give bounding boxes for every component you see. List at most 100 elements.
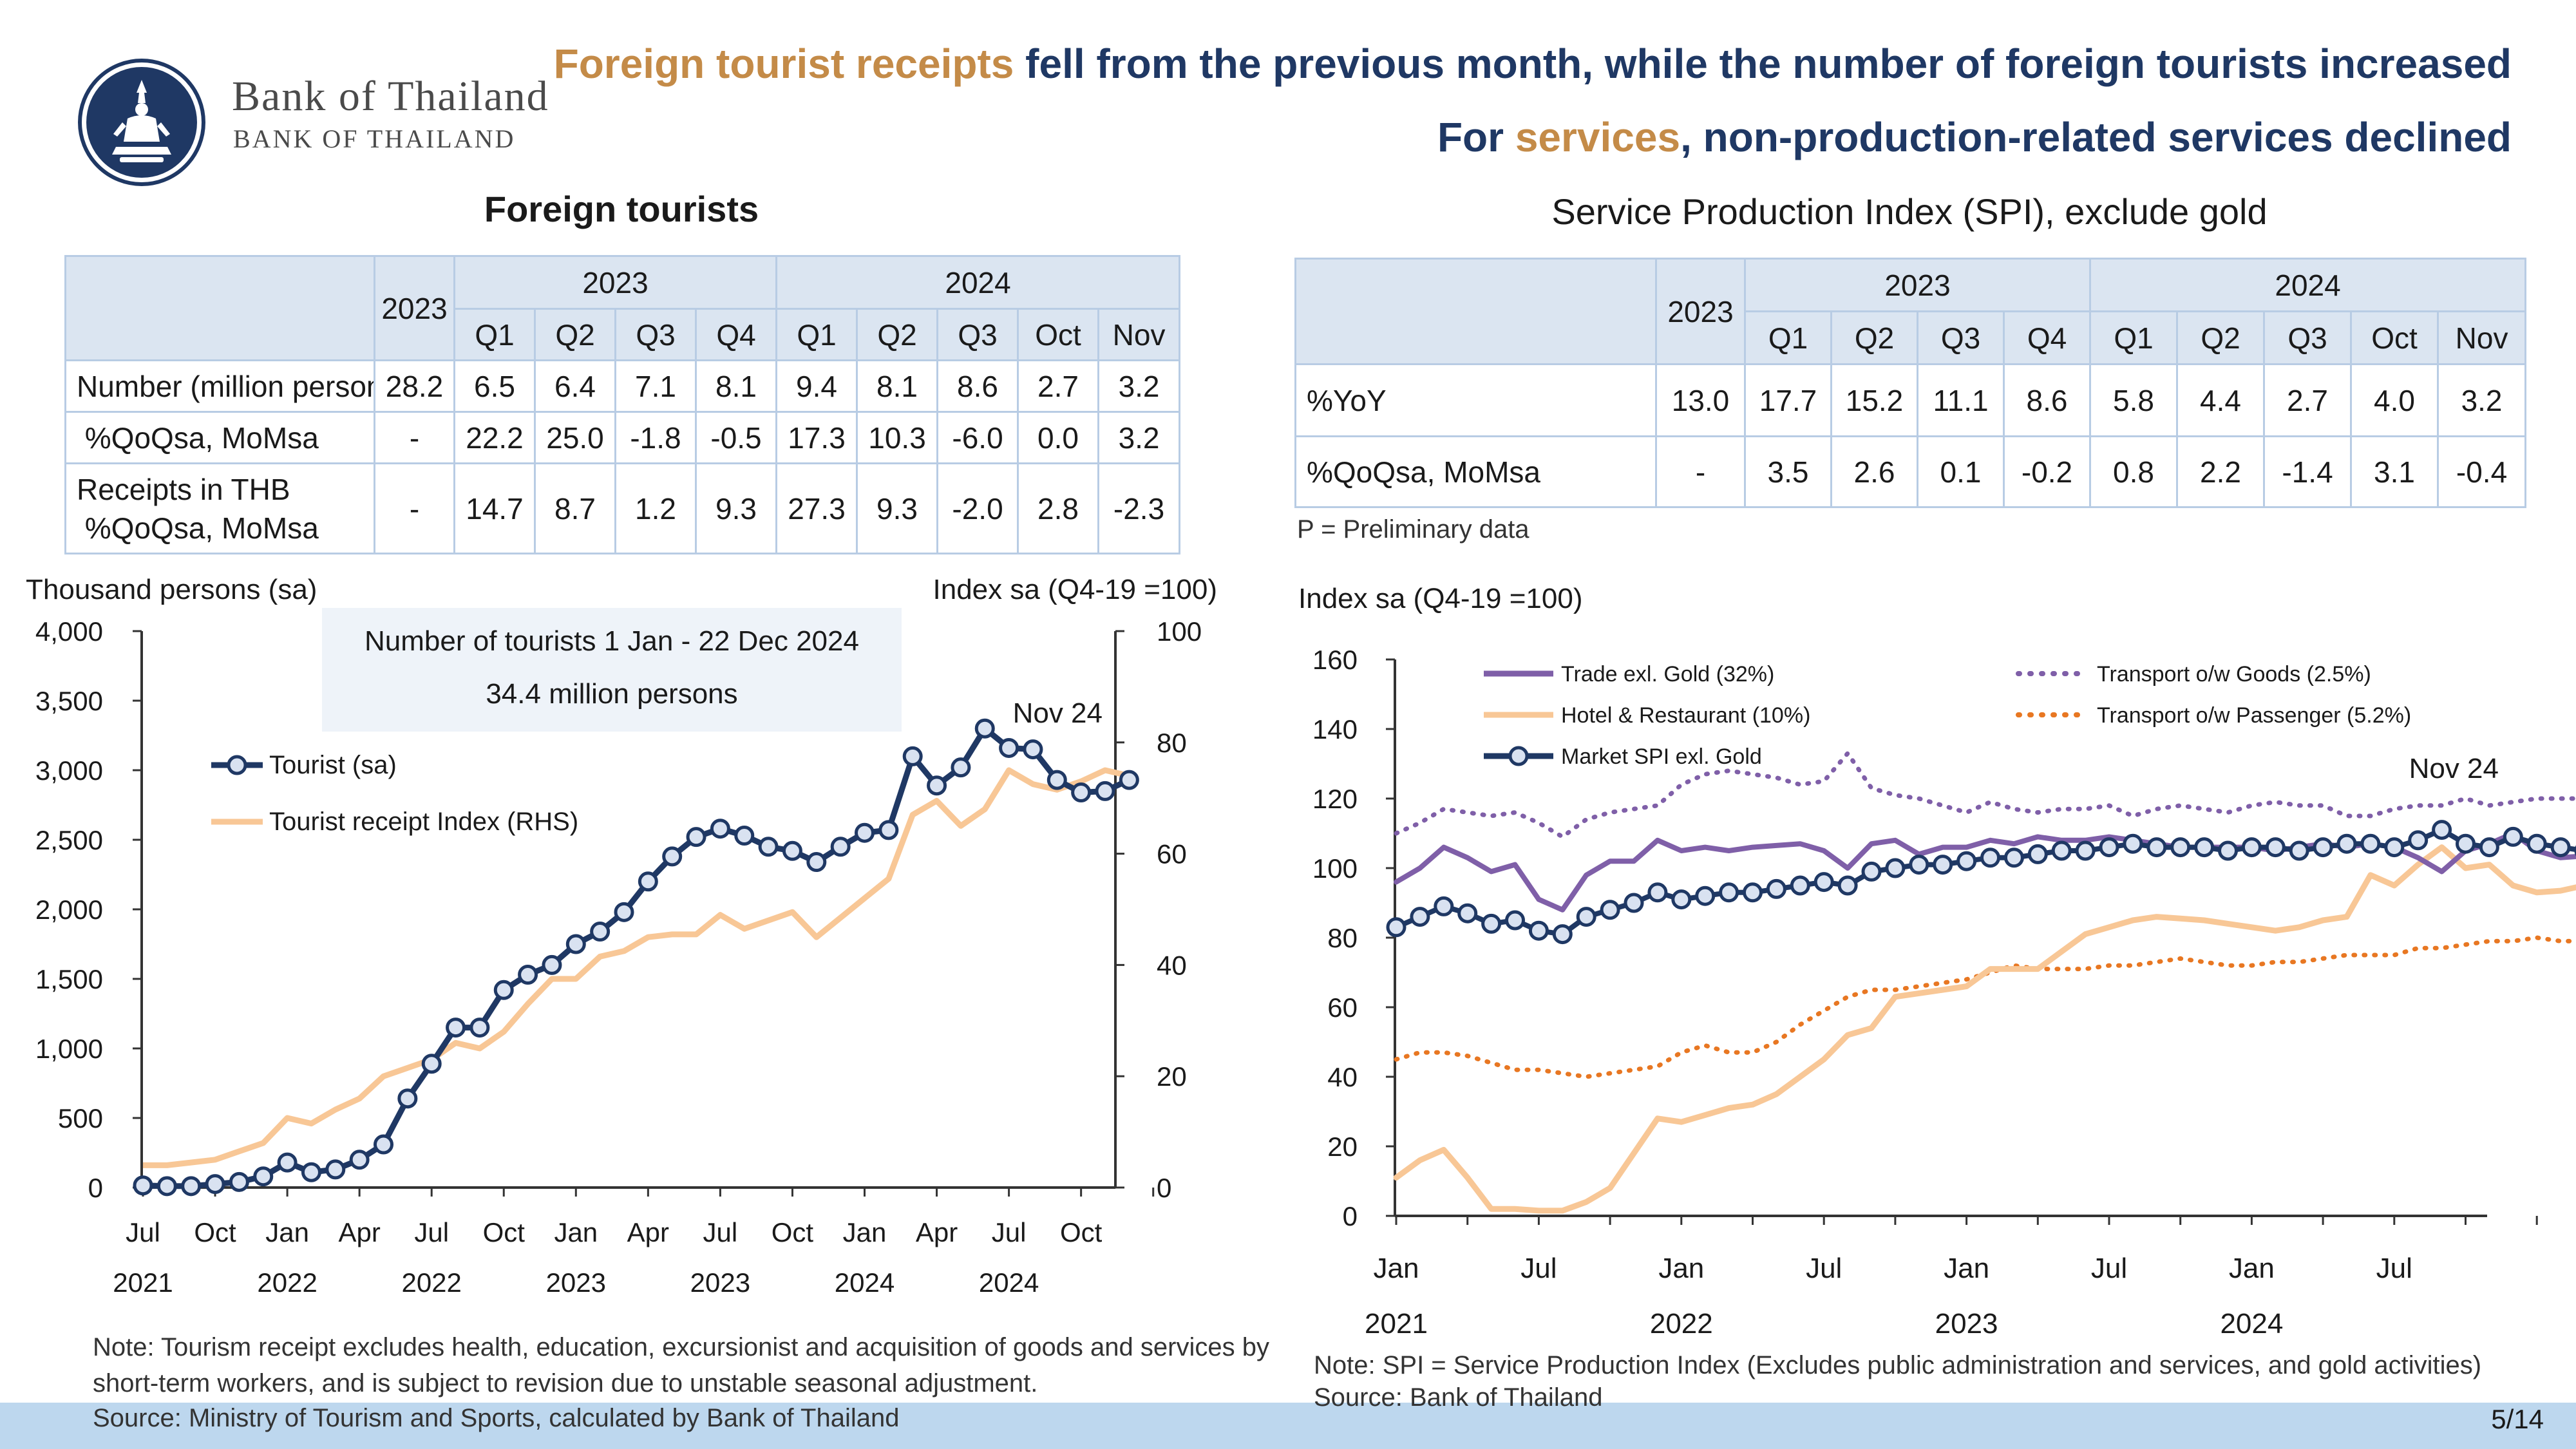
y-tick-label: 80 bbox=[1327, 923, 1358, 953]
data-point-tourist bbox=[301, 1162, 321, 1182]
col-header: Q1 bbox=[453, 308, 536, 361]
table-cell: 9.4 bbox=[775, 359, 858, 413]
data-point-market-spi bbox=[1528, 920, 1549, 941]
data-point-market-spi bbox=[2123, 833, 2143, 854]
headline-line-2: For services, non-production-related ser… bbox=[1437, 113, 2512, 161]
tourism-note: Note: Tourism receipt excludes health, e… bbox=[93, 1333, 1269, 1397]
col-header: Q2 bbox=[534, 308, 616, 361]
data-point-market-spi bbox=[1837, 875, 1858, 896]
col-group-2023: 2023 bbox=[453, 255, 778, 310]
data-point-tourist bbox=[999, 737, 1019, 758]
data-point-tourist bbox=[782, 840, 802, 861]
data-point-tourist bbox=[156, 1176, 177, 1197]
data-point-market-spi bbox=[1980, 848, 2000, 868]
data-point-tourist bbox=[758, 837, 779, 857]
data-point-tourist bbox=[253, 1166, 274, 1187]
data-point-market-spi bbox=[2336, 833, 2357, 854]
x-tick-year-label: 2021 bbox=[1365, 1308, 1428, 1340]
col-header-year-2023: 2023 bbox=[374, 255, 455, 361]
data-point-tourist bbox=[1046, 770, 1067, 790]
x-tick-month-label: Jan bbox=[2229, 1253, 2275, 1284]
series-line-dotted-orange bbox=[1394, 935, 2576, 1079]
data-point-market-spi bbox=[1885, 858, 1906, 878]
left-y-tick-label: 2,000 bbox=[35, 895, 103, 925]
data-point-market-spi bbox=[2075, 840, 2096, 861]
left-y-tick-label: 1,000 bbox=[35, 1034, 103, 1064]
end-label: Nov 24 bbox=[2409, 753, 2499, 784]
right-y-axis-title: Index sa (Q4-19 =100) bbox=[933, 574, 1217, 605]
col-header: Oct bbox=[2350, 310, 2439, 365]
x-tick-month-label: Jan bbox=[843, 1217, 887, 1247]
legend-marker-tourist bbox=[227, 755, 247, 775]
end-label: Nov 24 bbox=[1013, 697, 1103, 729]
series-line-tourist-receipt bbox=[143, 767, 1130, 1168]
data-point-market-spi bbox=[2289, 840, 2309, 861]
table-cell: -2.0 bbox=[936, 462, 1019, 554]
table-cell: -0.4 bbox=[2437, 435, 2527, 508]
series-line-dotted-purple bbox=[1394, 751, 2576, 839]
col-header: Nov bbox=[2437, 310, 2527, 365]
x-tick-month-label: Oct bbox=[772, 1217, 814, 1247]
footer-bar bbox=[0, 1403, 2576, 1449]
data-point-tourist bbox=[951, 757, 971, 778]
data-point-tourist bbox=[974, 718, 995, 739]
table-cell: 27.3 bbox=[775, 462, 858, 554]
y-tick-label: 0 bbox=[1343, 1201, 1358, 1231]
data-point-tourist bbox=[614, 902, 634, 922]
table-cell: 13.0 bbox=[1655, 363, 1746, 437]
data-point-tourist bbox=[855, 822, 875, 843]
headline-line-2-start: For bbox=[1437, 114, 1515, 160]
tourist-summary-table: 2023 2023 2024 Q1 Q2 Q3 Q4 Q1 Q2 Q3 Oct … bbox=[64, 255, 1181, 554]
data-point-tourist bbox=[1119, 770, 1139, 790]
row-label-line-1: Receipts in THB bbox=[77, 472, 290, 506]
data-point-market-spi bbox=[2432, 820, 2452, 840]
spi-note: Note: SPI = Service Production Index (Ex… bbox=[1314, 1351, 2482, 1379]
table-row: Number (million persons) 28.2 6.5 6.4 7.… bbox=[64, 359, 1181, 413]
data-point-market-spi bbox=[2456, 833, 2476, 854]
data-point-tourist bbox=[133, 1175, 153, 1196]
row-label: %QoQsa, MoMsa bbox=[64, 411, 375, 464]
col-header: Q1 bbox=[2089, 310, 2179, 365]
data-point-market-spi bbox=[1505, 910, 1525, 931]
table-cell: 11.1 bbox=[1917, 363, 2005, 437]
table-cell: 3.2 bbox=[2437, 363, 2527, 437]
data-point-market-spi bbox=[2360, 833, 2381, 854]
data-point-market-spi bbox=[1552, 924, 1573, 945]
x-tick-month-label: Apr bbox=[916, 1217, 958, 1247]
data-point-tourist bbox=[878, 820, 899, 840]
row-label: %QoQsa, MoMsa bbox=[1294, 435, 1657, 508]
table-cell: 8.6 bbox=[936, 359, 1019, 413]
table-cell: 4.0 bbox=[2350, 363, 2439, 437]
legend-label-hotel: Hotel & Restaurant (10%) bbox=[1561, 703, 1810, 728]
tourist-section-title: Foreign tourists bbox=[484, 189, 759, 229]
table-row: %QoQsa, MoMsa - 22.2 25.0 -1.8 -0.5 17.3… bbox=[64, 411, 1181, 464]
col-group-2023: 2023 bbox=[1743, 258, 2092, 312]
data-point-market-spi bbox=[2241, 837, 2262, 858]
table-cell: 8.1 bbox=[856, 359, 939, 413]
data-point-market-spi bbox=[1481, 913, 1502, 934]
table-cell: 17.3 bbox=[775, 411, 858, 464]
table-cell: 3.5 bbox=[1744, 435, 1832, 508]
data-point-market-spi bbox=[2265, 837, 2286, 858]
data-point-tourist bbox=[374, 1134, 393, 1155]
left-y-tick-label: 4,000 bbox=[35, 616, 103, 647]
x-tick-month-label: Jan bbox=[554, 1217, 598, 1247]
data-point-market-spi bbox=[2146, 837, 2167, 858]
x-tick-month-label: Apr bbox=[627, 1217, 669, 1247]
series-line-solid-peach bbox=[1393, 844, 2576, 1214]
headline-line-2-rest: , non-production-related services declin… bbox=[1680, 114, 2512, 160]
data-point-market-spi bbox=[1434, 896, 1454, 916]
left-y-tick-label: 3,000 bbox=[35, 755, 103, 786]
table-cell: 2.7 bbox=[2263, 363, 2353, 437]
data-point-market-spi bbox=[1457, 903, 1478, 923]
table-cell: 8.7 bbox=[534, 462, 616, 554]
table-row: %QoQsa, MoMsa - 3.5 2.6 0.1 -0.2 0.8 2.2… bbox=[1294, 435, 2527, 508]
data-point-market-spi bbox=[2313, 837, 2333, 858]
headline-line-1-rest: fell from the previous month, while the … bbox=[1014, 41, 2512, 87]
preliminary-data-note: P = Preliminary data bbox=[1297, 515, 1530, 544]
left-y-tick-label: 3,500 bbox=[35, 686, 103, 716]
right-y-tick-label: 80 bbox=[1157, 728, 1187, 758]
data-point-market-spi bbox=[2051, 840, 2072, 861]
data-point-market-spi bbox=[1743, 882, 1763, 903]
